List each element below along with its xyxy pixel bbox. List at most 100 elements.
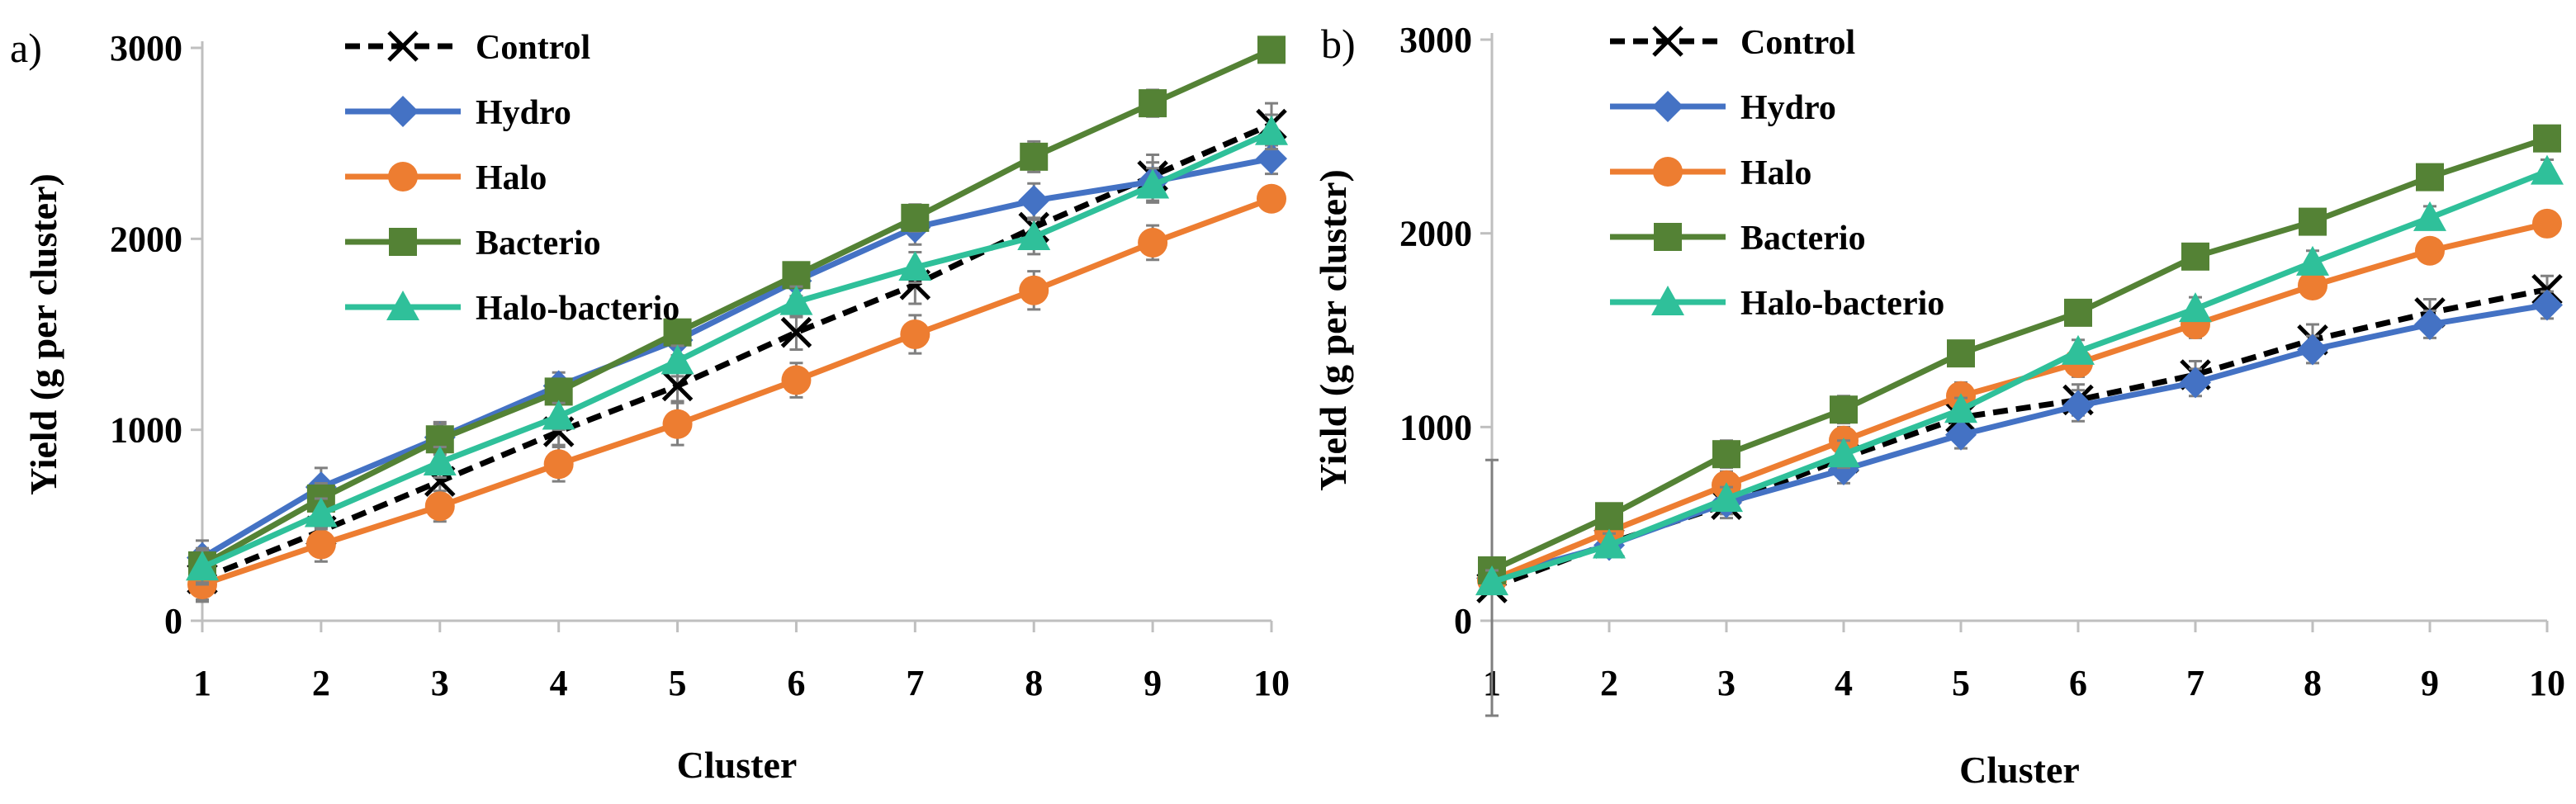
data-point — [662, 409, 693, 439]
data-point — [1475, 565, 1508, 596]
panel-label: b) — [1321, 21, 1356, 67]
legend-item-hydro: Hydro — [1610, 89, 1836, 127]
data-point — [2179, 292, 2212, 323]
data-point — [2299, 207, 2327, 236]
series-line — [201, 155, 1272, 560]
panel-label: a) — [10, 25, 42, 71]
data-point — [779, 285, 813, 315]
data-point — [1595, 502, 1623, 531]
x-tick-label: 9 — [1144, 663, 1162, 703]
x-tick-label: 7 — [906, 663, 924, 703]
data-point — [2415, 235, 2445, 266]
y-tick-label: 3000 — [110, 28, 182, 69]
legend-marker — [1654, 223, 1682, 251]
data-point — [2414, 308, 2446, 340]
series-halo-bacterio — [1475, 154, 2564, 596]
data-point — [1593, 528, 1626, 559]
x-tick-label: 10 — [2529, 663, 2565, 703]
legend-item-control: Control — [345, 29, 590, 67]
data-point — [1017, 220, 1051, 251]
data-point — [2533, 124, 2561, 153]
data-point — [1944, 393, 1977, 423]
series-line — [1491, 302, 2548, 581]
x-tick-label: 5 — [1952, 663, 1970, 703]
x-tick-label: 9 — [2421, 663, 2439, 703]
data-point — [1710, 482, 1743, 513]
x-tick-label: 2 — [1600, 663, 1618, 703]
series-line — [1490, 168, 2549, 585]
data-point — [898, 251, 932, 281]
data-point — [543, 449, 574, 480]
series-line — [1490, 135, 2549, 574]
series-line — [201, 47, 1273, 568]
data-point — [2531, 289, 2563, 321]
legend-marker — [1652, 26, 1683, 57]
data-point — [2180, 367, 2211, 399]
data-point — [1138, 227, 1168, 258]
data-point — [186, 551, 219, 581]
x-tick-label: 8 — [1025, 663, 1043, 703]
y-tick-label: 1000 — [110, 410, 182, 451]
x-tick-label: 1 — [193, 663, 211, 703]
data-point — [2064, 298, 2092, 327]
x-axis-title: Cluster — [1959, 749, 2080, 791]
data-point — [1947, 339, 1975, 368]
data-point — [2531, 154, 2564, 185]
y-axis-title: Yield (g per cluster) — [1312, 169, 1354, 491]
data-point — [2416, 163, 2444, 192]
legend-marker — [387, 31, 419, 62]
data-point — [1257, 35, 1286, 64]
data-point — [305, 529, 336, 560]
legend-label: Halo-bacterio — [1740, 285, 1944, 323]
series-line — [201, 129, 1273, 570]
y-tick-label: 2000 — [110, 219, 182, 259]
x-tick-label: 5 — [669, 663, 687, 703]
data-point — [781, 365, 812, 395]
legend-marker — [387, 96, 419, 127]
x-tick-label: 3 — [1717, 663, 1735, 703]
series-halo — [187, 183, 1286, 602]
data-point — [2297, 333, 2328, 366]
data-point — [2181, 242, 2209, 271]
series-halo-bacterio — [186, 113, 1288, 586]
data-point — [661, 370, 694, 402]
data-point — [1256, 143, 1287, 175]
x-tick-label: 8 — [2304, 663, 2322, 703]
panel-a: a) 0 1000 2000 3000 1 2 3 4 5 6 7 8 9 10 Cluster Yield (… — [10, 25, 1290, 786]
data-point — [2062, 390, 2094, 422]
x-tick-label: 6 — [2069, 663, 2087, 703]
legend-item-halo-bacterio: Halo-bacterio — [345, 290, 680, 328]
data-point — [780, 316, 812, 348]
data-point — [2296, 245, 2329, 276]
x-tick-label: 2 — [312, 663, 330, 703]
data-point — [2298, 271, 2327, 301]
x-tick-label: 4 — [550, 663, 568, 703]
data-point — [1019, 275, 1049, 305]
data-point — [304, 497, 338, 527]
data-point — [1020, 142, 1049, 171]
series-bacterio — [1478, 124, 2561, 584]
y-tick-label: 0 — [164, 601, 182, 641]
data-point — [542, 400, 575, 430]
legend-item-halo-bacterio: Halo-bacterio — [1610, 285, 1944, 323]
data-point — [1830, 395, 1858, 424]
legend-item-bacterio: Bacterio — [345, 225, 601, 262]
y-axis-title: Yield (g per cluster) — [22, 173, 64, 495]
data-point — [901, 203, 930, 232]
legend-marker — [389, 228, 417, 256]
x-tick-label: 6 — [787, 663, 805, 703]
legend-marker — [1652, 91, 1683, 122]
data-point — [1139, 89, 1167, 118]
legend-item-halo: Halo — [345, 159, 547, 197]
series-line — [201, 196, 1273, 588]
legend-marker — [1651, 286, 1684, 315]
data-point — [2413, 201, 2446, 231]
x-tick-label: 4 — [1835, 663, 1853, 703]
data-point — [1257, 183, 1286, 214]
data-point — [1945, 419, 1977, 451]
data-point — [1255, 115, 1288, 145]
data-point — [2062, 334, 2095, 365]
data-point — [424, 491, 455, 522]
